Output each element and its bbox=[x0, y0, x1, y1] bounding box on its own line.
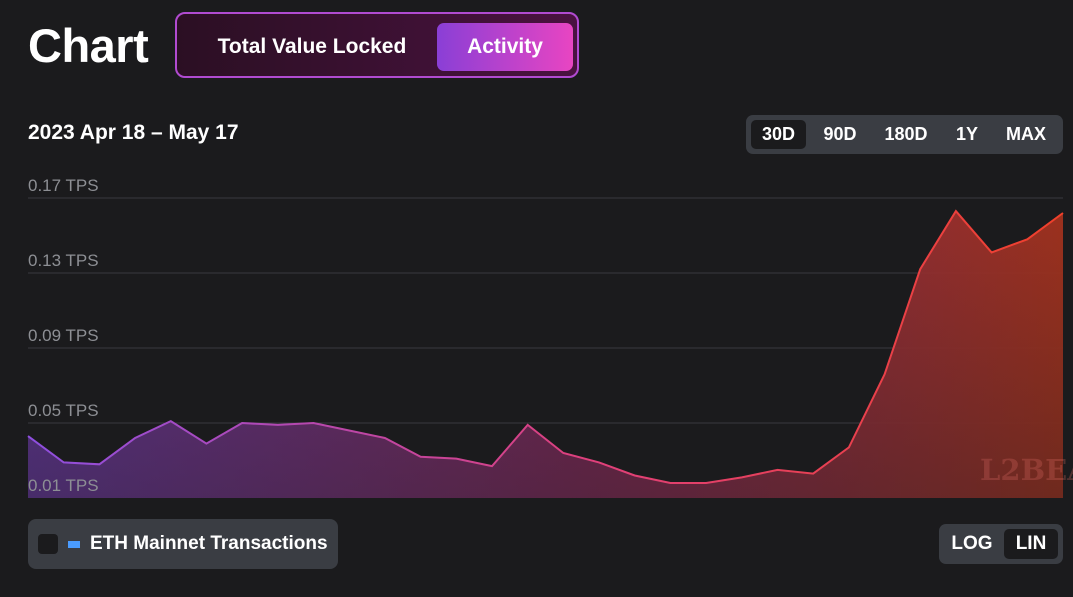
legend-checkbox[interactable] bbox=[38, 534, 58, 554]
l2beat-watermark: L2BEAT bbox=[980, 453, 1073, 487]
range-max-button[interactable]: MAX bbox=[1006, 124, 1046, 144]
range-90d-button[interactable]: 90D bbox=[823, 124, 857, 144]
range-30d-button[interactable]: 30D bbox=[751, 120, 806, 149]
range-1y-button[interactable]: 1Y bbox=[955, 124, 979, 144]
scale-toggle: LOG LIN bbox=[939, 524, 1063, 564]
range-180d-button[interactable]: 180D bbox=[884, 124, 928, 144]
legend: ETH Mainnet Transactions bbox=[28, 519, 338, 569]
series-line bbox=[27, 209, 1064, 484]
activity-chart: 0.17 TPS 0.13 TPS 0.09 TPS 0.05 TPS 0.01 TPS… bbox=[27, 176, 1073, 498]
linear-scale-button[interactable]: LIN bbox=[1004, 529, 1058, 559]
log-scale-button[interactable]: LOG bbox=[951, 533, 993, 554]
date-range: 2023 Apr 18 – May 17 bbox=[28, 121, 239, 144]
y-tick-label: 0.01 TPS bbox=[28, 476, 99, 495]
y-tick-label: 0.09 TPS bbox=[28, 326, 99, 345]
tab-activity[interactable]: Activity bbox=[437, 23, 573, 71]
tab-total-value-locked[interactable]: Total Value Locked bbox=[217, 35, 407, 58]
y-tick-label: 0.17 TPS bbox=[28, 176, 99, 195]
y-tick-label: 0.05 TPS bbox=[28, 401, 99, 420]
chart-type-switch: Total Value Locked Activity bbox=[175, 12, 579, 78]
time-range-selector: 30D 90D 180D 1Y MAX bbox=[746, 115, 1063, 154]
y-axis-labels: 0.17 TPS 0.13 TPS 0.09 TPS 0.05 TPS 0.01 TPS bbox=[28, 176, 99, 495]
y-tick-label: 0.13 TPS bbox=[28, 251, 99, 270]
page-title: Chart bbox=[28, 19, 149, 72]
legend-label: ETH Mainnet Transactions bbox=[90, 533, 328, 554]
legend-swatch bbox=[68, 541, 80, 548]
series-area-shade bbox=[28, 211, 1063, 498]
